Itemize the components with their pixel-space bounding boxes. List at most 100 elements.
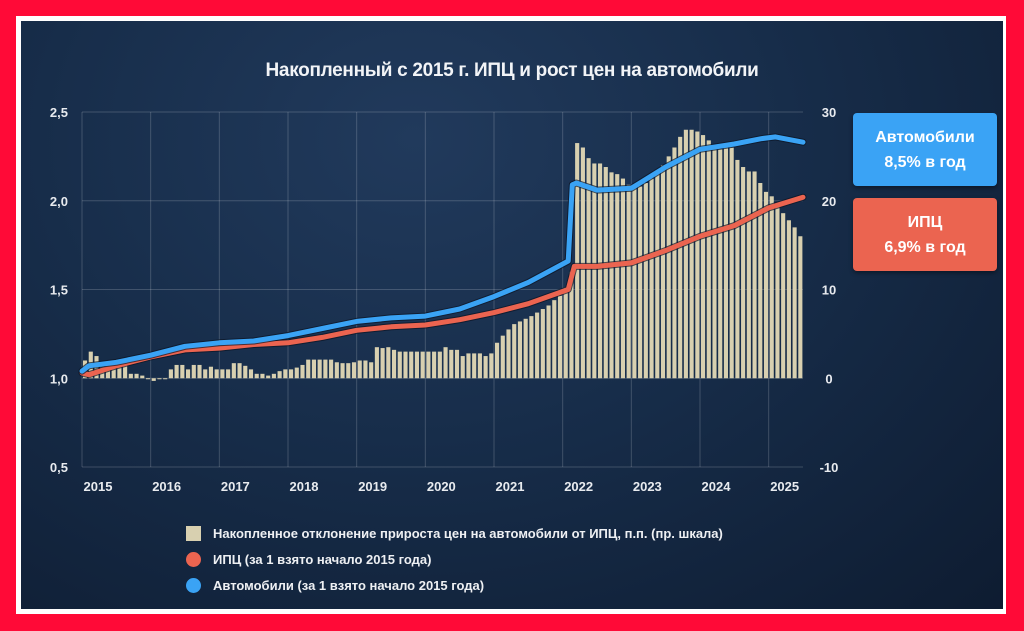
bar	[277, 371, 282, 379]
bar	[191, 364, 196, 379]
bar	[248, 369, 254, 379]
bar	[243, 365, 248, 379]
bar	[157, 378, 162, 380]
bar	[666, 156, 671, 379]
bar	[266, 375, 271, 379]
bar	[437, 351, 442, 379]
bar	[678, 136, 683, 379]
bar	[563, 287, 568, 379]
bar	[718, 149, 723, 379]
bar	[729, 147, 734, 379]
bar	[426, 351, 431, 379]
bar	[557, 295, 563, 379]
bar	[781, 213, 786, 379]
bar	[311, 359, 317, 379]
bar	[140, 375, 145, 379]
bar	[220, 369, 225, 379]
bar	[409, 351, 414, 379]
right-tick-label: 30	[822, 105, 836, 120]
bar	[506, 329, 511, 379]
bar	[477, 353, 482, 379]
bar	[769, 196, 774, 379]
legend-label: Автомобили (за 1 взято начало 2015 года)	[213, 577, 485, 593]
bar	[638, 186, 643, 379]
bar	[683, 129, 688, 379]
bar	[580, 147, 585, 379]
series-shadow	[78, 133, 807, 375]
bar	[758, 183, 763, 379]
x-tick-label: 2015	[84, 479, 113, 494]
left-tick-label: 0,5	[50, 460, 68, 475]
bar	[203, 369, 208, 379]
bar	[649, 178, 654, 379]
bar	[289, 369, 294, 379]
legend-item-cpi: ИПЦ (за 1 взято начало 2015 года)	[186, 546, 723, 572]
bar	[363, 360, 368, 379]
cars-rate-badge: Автомобили 8,5% в год	[853, 113, 997, 186]
bar	[300, 364, 305, 379]
x-tick-label: 2024	[702, 479, 732, 494]
right-tick-label: 0	[825, 371, 832, 386]
bar	[403, 351, 408, 379]
left-tick-label: 2,0	[50, 194, 68, 209]
bar	[283, 369, 288, 379]
bar	[695, 131, 700, 379]
legend-label: Накопленное отклонение прироста цен на а…	[213, 525, 723, 541]
bar	[174, 364, 179, 379]
bar	[512, 324, 517, 379]
bar	[449, 349, 454, 379]
bar	[701, 135, 706, 379]
bar	[689, 129, 694, 379]
left-tick-label: 1,0	[50, 371, 68, 386]
bar	[145, 378, 151, 380]
chart-panel	[21, 21, 1003, 609]
bar	[340, 363, 345, 379]
x-tick-label: 2016	[152, 479, 181, 494]
bar	[483, 356, 488, 379]
bar	[414, 351, 420, 379]
bar	[323, 359, 328, 379]
bar	[723, 147, 729, 379]
bar	[472, 353, 477, 379]
bar	[260, 373, 265, 379]
legend-circle-icon	[186, 577, 201, 593]
bar	[180, 364, 185, 379]
bar	[231, 363, 236, 379]
bar	[466, 353, 471, 379]
bar	[592, 163, 597, 379]
bar	[489, 353, 494, 379]
x-tick-label: 2022	[564, 479, 593, 494]
bar	[214, 369, 219, 379]
bar	[432, 351, 437, 379]
bar	[775, 205, 780, 379]
bar	[632, 187, 637, 379]
bar	[735, 159, 740, 379]
right-tick-label: 10	[822, 283, 836, 298]
cpi-badge-title: ИПЦ	[907, 213, 943, 231]
bar	[517, 321, 523, 379]
bar	[540, 309, 545, 379]
bar	[529, 316, 534, 379]
x-tick-label: 2018	[290, 479, 319, 494]
bar	[134, 373, 139, 379]
bar	[523, 318, 528, 379]
left-tick-label: 1,5	[50, 283, 68, 298]
bar	[369, 362, 374, 379]
bar	[569, 271, 574, 379]
x-tick-label: 2025	[770, 479, 799, 494]
axes: 0,5 1,0 1,5 2,0 2,5 -10 0 10 20 30 2015 2016 2017 201…	[50, 105, 838, 494]
legend-item-cars: Автомобили (за 1 взято начало 2015 года)	[186, 572, 723, 598]
bar	[392, 349, 397, 379]
chart-title: Накопленный с 2015 г. ИПЦ и рост цен на …	[265, 60, 759, 81]
bars	[83, 129, 803, 381]
bar	[374, 347, 379, 379]
bar	[254, 373, 259, 379]
bar	[546, 305, 551, 379]
cpi-badge-rate: 6,9% в год	[884, 238, 966, 256]
right-tick-label: 20	[822, 194, 836, 209]
bar	[208, 366, 214, 379]
bar	[237, 363, 242, 379]
bar	[186, 369, 191, 379]
legend-circle-icon	[186, 551, 201, 567]
bar	[752, 171, 757, 379]
